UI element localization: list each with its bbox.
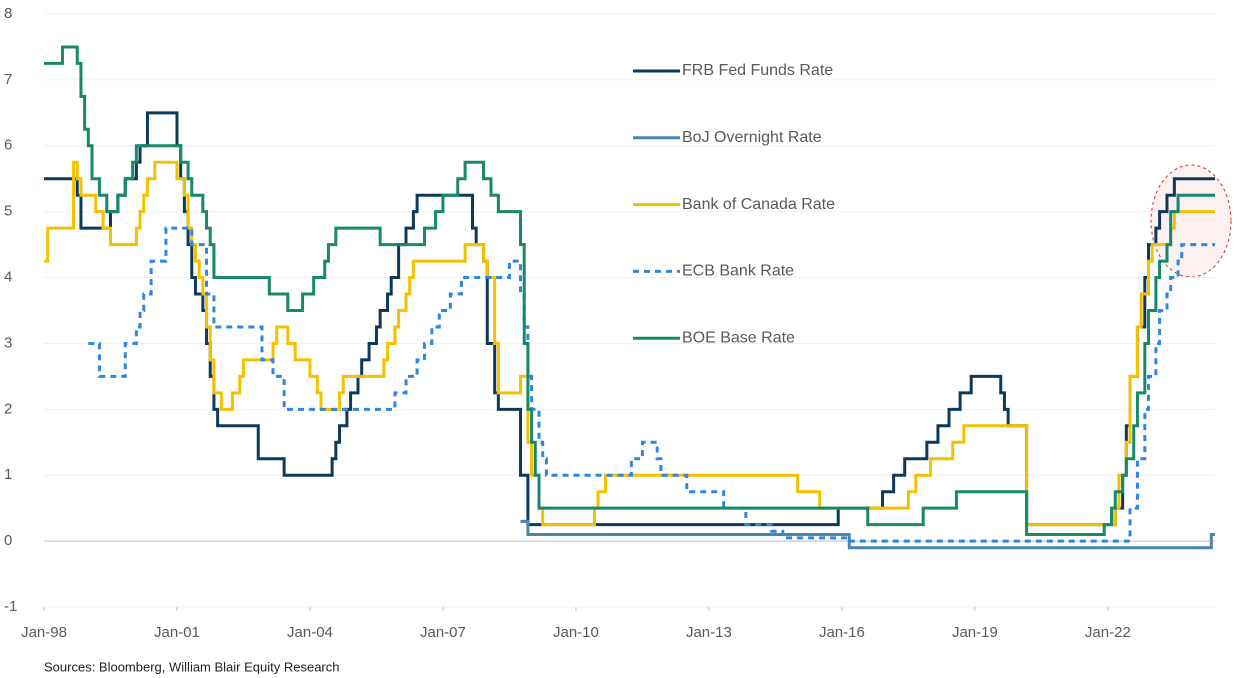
y-tick-label: 2 — [4, 400, 12, 417]
x-tick-label: Jan-19 — [952, 624, 998, 641]
y-tick-label: 8 — [4, 5, 12, 22]
x-tick-label: Jan-16 — [819, 624, 865, 641]
lines — [44, 45, 1215, 550]
legend-label: BOE Base Rate — [682, 329, 795, 346]
y-tick-label: 4 — [4, 269, 12, 286]
grid: -1 0 1 2 3 4 5 6 7 8 Jan-98 Jan-01 Jan-04 Jan-07 Jan-1… — [4, 5, 1215, 641]
x-tick-label: Jan-01 — [154, 624, 200, 641]
y-tick-label: 0 — [4, 532, 12, 549]
y-tick-label: -1 — [4, 598, 17, 615]
legend-label: FRB Fed Funds Rate — [682, 62, 833, 79]
x-tick-label: Jan-13 — [686, 624, 732, 641]
legend-label: Bank of Canada Rate — [682, 196, 835, 213]
legend-label: BoJ Overnight Rate — [682, 129, 822, 146]
x-tick-label: Jan-04 — [287, 624, 333, 641]
y-tick-label: 7 — [4, 71, 12, 88]
x-tick-label: Jan-22 — [1085, 624, 1131, 641]
legend: FRB Fed Funds Rate BoJ Overnight Rate Bank… — [633, 62, 835, 346]
series-line — [88, 226, 1215, 543]
legend-label: ECB Bank Rate — [682, 263, 794, 280]
series-line — [44, 111, 1215, 527]
y-tick-label: 1 — [4, 466, 12, 483]
source-note: Sources: Bloomberg, William Blair Equity… — [44, 659, 340, 674]
highlight-ellipse — [1150, 164, 1232, 278]
x-tick-label: Jan-98 — [21, 624, 67, 641]
x-tick-label: Jan-07 — [420, 624, 466, 641]
series-line — [44, 45, 1215, 537]
series-line — [44, 160, 1215, 527]
y-tick-label: 3 — [4, 334, 12, 351]
x-tick-label: Jan-10 — [553, 624, 599, 641]
y-tick-label: 6 — [4, 137, 12, 154]
y-tick-label: 5 — [4, 203, 12, 220]
